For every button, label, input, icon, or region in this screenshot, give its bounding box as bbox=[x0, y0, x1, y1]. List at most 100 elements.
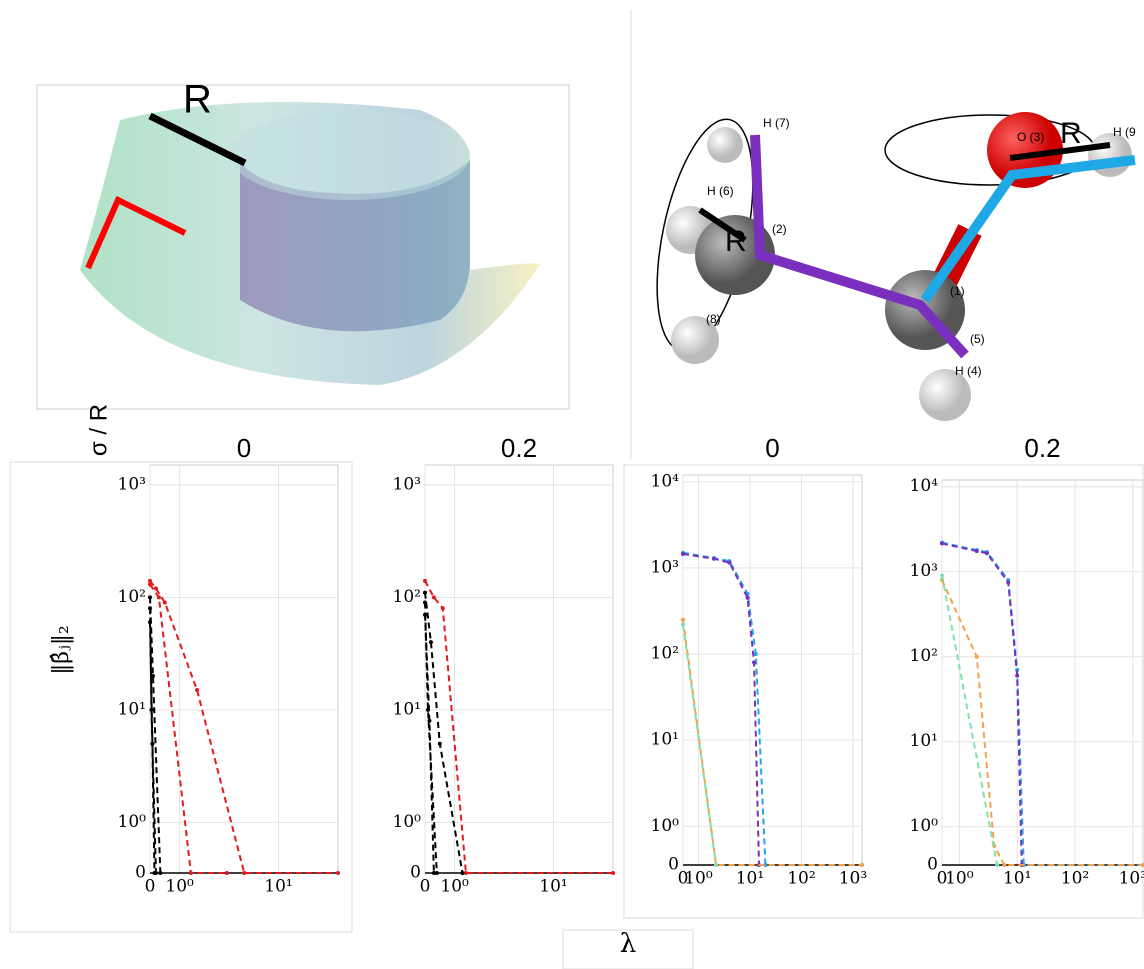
atom-label: H (7) bbox=[763, 116, 790, 130]
point bbox=[745, 595, 750, 600]
point bbox=[611, 871, 615, 875]
point bbox=[1015, 673, 1020, 678]
point bbox=[423, 578, 427, 583]
point bbox=[752, 660, 757, 665]
point bbox=[681, 617, 685, 622]
point bbox=[984, 551, 989, 556]
point bbox=[148, 620, 152, 625]
atom-label: H (4) bbox=[955, 364, 982, 378]
y-tick-label: 10⁰ bbox=[393, 812, 422, 832]
plot-area bbox=[941, 479, 1144, 866]
point bbox=[153, 586, 158, 591]
point bbox=[753, 652, 758, 657]
y-tick-label: 10² bbox=[651, 644, 679, 664]
point bbox=[423, 590, 427, 595]
y-tick-label: 0 bbox=[410, 863, 421, 883]
x-tick-label: 10¹ bbox=[539, 877, 567, 897]
x-tick-label: 10⁰ bbox=[165, 877, 194, 897]
point bbox=[148, 606, 152, 611]
y-tick-label: 10² bbox=[118, 587, 146, 607]
y-tick-label: 10⁰ bbox=[118, 812, 147, 832]
point bbox=[336, 871, 340, 875]
molecule bbox=[656, 112, 1136, 421]
group-label: σ / R bbox=[85, 404, 112, 456]
series-line bbox=[149, 597, 162, 874]
group-frame bbox=[623, 464, 1144, 919]
point bbox=[974, 549, 979, 554]
point bbox=[995, 863, 1000, 867]
point bbox=[463, 871, 468, 875]
x-tick-label: 10⁰ bbox=[684, 869, 713, 889]
series-line bbox=[424, 614, 435, 874]
point bbox=[195, 688, 200, 693]
y-tick-label: 10³ bbox=[118, 474, 146, 494]
x-tick-label: 10⁰ bbox=[945, 869, 974, 889]
point bbox=[1141, 863, 1144, 867]
y-tick-label: 10¹ bbox=[910, 731, 938, 751]
point bbox=[860, 863, 864, 867]
x-tick-label: 0 bbox=[678, 869, 689, 889]
series-line bbox=[941, 541, 1143, 866]
group-frame bbox=[9, 461, 353, 933]
y-axis-label: ‖β̂ⱼ‖₂ bbox=[49, 625, 74, 674]
y-tick-label: 0 bbox=[135, 863, 146, 883]
point bbox=[460, 871, 465, 875]
y-tick-label: 10³ bbox=[393, 474, 421, 494]
point bbox=[148, 578, 152, 583]
series-line bbox=[941, 579, 1143, 866]
x-tick-label: 10¹ bbox=[736, 869, 764, 889]
chart-title: 0 bbox=[765, 433, 779, 463]
xlabel-box bbox=[562, 929, 694, 969]
point bbox=[1006, 580, 1011, 585]
y-tick-label: 10¹ bbox=[118, 699, 146, 719]
point bbox=[149, 707, 154, 712]
y-tick-label: 10³ bbox=[651, 557, 679, 577]
atom-label: O (3) bbox=[1017, 130, 1044, 144]
y-tick-label: 10⁴ bbox=[910, 476, 939, 496]
point bbox=[224, 871, 229, 875]
x-tick-label: 10³ bbox=[839, 869, 867, 889]
point bbox=[156, 595, 161, 600]
series-line bbox=[682, 624, 718, 866]
series-line bbox=[682, 619, 862, 866]
y-tick-label: 10² bbox=[910, 646, 938, 666]
series-line bbox=[941, 575, 999, 866]
y-tick-label: 10⁴ bbox=[651, 471, 680, 491]
point bbox=[974, 654, 979, 659]
series-line bbox=[424, 580, 613, 874]
point bbox=[162, 600, 167, 605]
point bbox=[727, 560, 732, 565]
point bbox=[152, 871, 157, 875]
y-tick-label: 10⁰ bbox=[651, 816, 680, 836]
x-axis-label: λ bbox=[620, 929, 636, 959]
r-label: R bbox=[183, 78, 212, 122]
point bbox=[714, 863, 719, 867]
y-tick-label: 10¹ bbox=[393, 699, 421, 719]
x-tick-label: 0 bbox=[145, 877, 156, 897]
series-line bbox=[941, 542, 1023, 866]
point bbox=[431, 871, 436, 875]
point bbox=[242, 871, 247, 875]
chart-title: 0 bbox=[237, 433, 251, 463]
point bbox=[440, 606, 445, 611]
arrows bbox=[85, 195, 187, 270]
x-tick-label: 10² bbox=[1061, 869, 1089, 889]
point bbox=[188, 871, 193, 875]
point bbox=[940, 541, 944, 546]
atom-label: H (6) bbox=[707, 184, 734, 198]
chart-title: 0.2 bbox=[1024, 433, 1060, 463]
point bbox=[681, 622, 685, 627]
x-tick-label: 10¹ bbox=[264, 877, 292, 897]
point bbox=[423, 600, 427, 605]
r-bar bbox=[148, 112, 247, 167]
x-tick-label: 0 bbox=[937, 869, 948, 889]
point bbox=[940, 573, 944, 578]
series-line bbox=[149, 583, 227, 874]
y-tick-label: 10² bbox=[393, 587, 421, 607]
point bbox=[434, 871, 439, 875]
x-tick-label: 0 bbox=[420, 877, 431, 897]
x-tick-label: 10² bbox=[787, 869, 815, 889]
y-tick-label: 10⁰ bbox=[910, 816, 939, 836]
series-line bbox=[424, 592, 464, 874]
